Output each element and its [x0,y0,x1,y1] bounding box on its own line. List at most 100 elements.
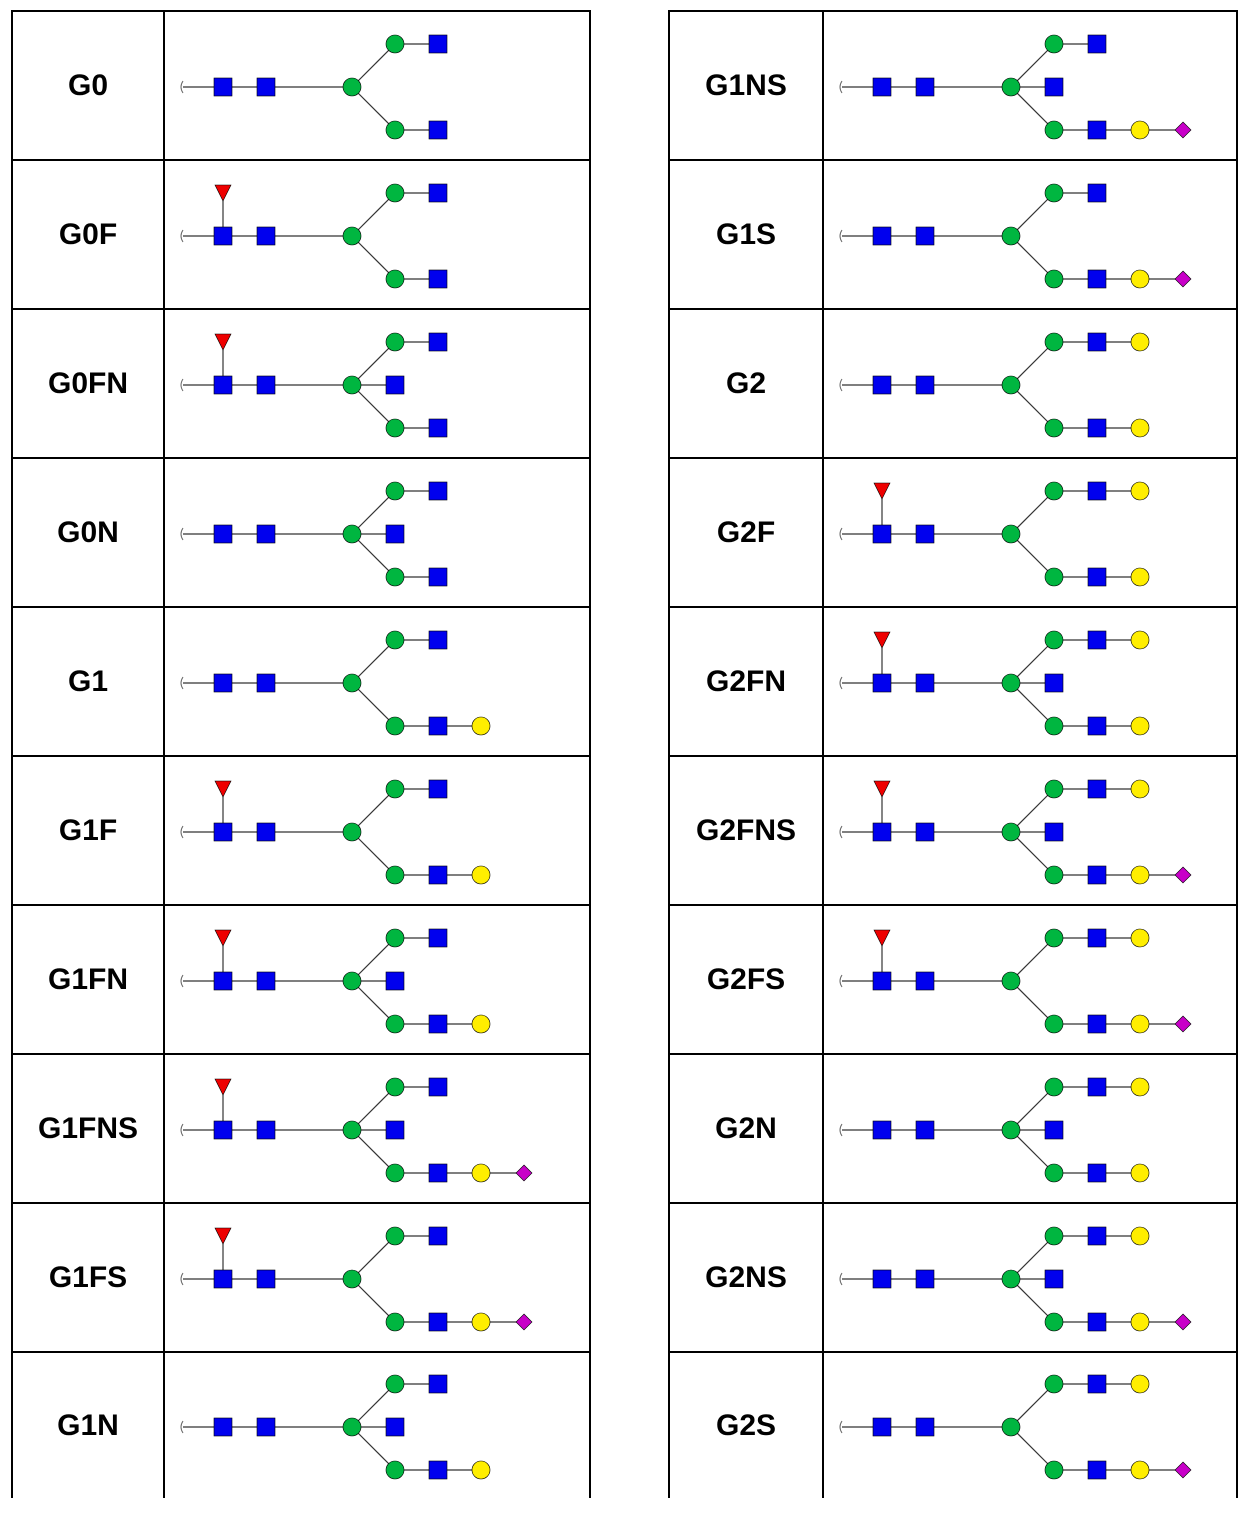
green-circle-icon [1001,1120,1021,1140]
red-triangle-icon [214,780,232,798]
blue-square-icon [872,673,892,693]
green-circle-icon [385,567,405,587]
blue-square-icon [915,1269,935,1289]
glycan-structure [180,481,448,587]
green-circle-icon [1044,34,1064,54]
purple-diamond-icon [1174,1461,1192,1479]
glycan-table-left: G0 G0F G0FN G0N G1 G1F G1FN G1FNS G1FS G1N [11,10,591,1498]
glycan-structure [839,928,1192,1034]
blue-square-icon [428,418,448,438]
glycan-structure [839,332,1150,438]
green-circle-icon [385,1163,405,1183]
glycan-structure-cell [163,159,591,310]
green-circle-icon [1001,822,1021,842]
glycan-structure-cell [163,1351,591,1498]
glycan-row: G0 [11,10,591,161]
glycan-row: G2FN [668,606,1238,757]
reducing-end-icon [839,974,843,988]
blue-square-icon [428,1374,448,1394]
glycan-structure [839,183,1192,289]
glycan-structure-cell [822,606,1238,757]
reducing-end-icon [839,80,843,94]
blue-square-icon [428,269,448,289]
green-circle-icon [385,120,405,140]
green-circle-icon [342,375,362,395]
glycan-row: G2NS [668,1202,1238,1353]
blue-square-icon [428,1014,448,1034]
green-circle-icon [1044,865,1064,885]
glycan-name: G0FN [11,308,165,459]
blue-square-icon [256,226,276,246]
green-circle-icon [1001,77,1021,97]
glycosidic-bond [1010,1278,1055,1323]
blue-square-icon [915,375,935,395]
green-circle-icon [1001,1417,1021,1437]
blue-square-icon [1087,1460,1107,1480]
glycan-name: G1N [11,1351,165,1498]
glycan-table-right: G1NS G1S G2 G2F G2FN G2FNS G2FS G2N G2NS G2S [668,10,1238,1498]
glycosidic-bond [1010,490,1055,535]
yellow-circle-icon [1130,1163,1150,1183]
green-circle-icon [342,673,362,693]
green-circle-icon [385,779,405,799]
glycan-structure-cell [822,457,1238,608]
green-circle-icon [342,971,362,991]
blue-square-icon [213,1120,233,1140]
green-circle-icon [1044,1226,1064,1246]
glycosidic-bond [1010,682,1055,727]
glycosidic-bond [351,1235,396,1280]
blue-square-icon [428,1163,448,1183]
blue-square-icon [256,1269,276,1289]
blue-square-icon [256,673,276,693]
blue-square-icon [428,567,448,587]
glycan-name: G1 [11,606,165,757]
blue-square-icon [428,928,448,948]
green-circle-icon [385,1014,405,1034]
glycan-name: G2S [668,1351,824,1498]
blue-square-icon [385,971,405,991]
yellow-circle-icon [1130,1460,1150,1480]
blue-square-icon [1087,1312,1107,1332]
glycan-name: G2F [668,457,824,608]
glycan-row: G1N [11,1351,591,1498]
blue-square-icon [1087,120,1107,140]
red-triangle-icon [214,1227,232,1245]
reducing-end-icon [839,527,843,541]
green-circle-icon [1044,418,1064,438]
blue-square-icon [1087,1014,1107,1034]
blue-square-icon [428,183,448,203]
glycan-row: G1FNS [11,1053,591,1204]
glycan-structure [180,183,448,289]
yellow-circle-icon [1130,1374,1150,1394]
blue-square-icon [213,971,233,991]
blue-square-icon [213,1269,233,1289]
blue-square-icon [1044,77,1064,97]
blue-square-icon [213,673,233,693]
blue-square-icon [428,1077,448,1097]
red-triangle-icon [873,482,891,500]
green-circle-icon [1044,630,1064,650]
glycosidic-bond [1010,937,1055,982]
glycan-structure-cell [822,755,1238,906]
green-circle-icon [1001,524,1021,544]
blue-square-icon [915,971,935,991]
glycan-structure-cell [822,159,1238,310]
blue-square-icon [872,822,892,842]
green-circle-icon [342,524,362,544]
glycan-row: G2F [668,457,1238,608]
green-circle-icon [1044,183,1064,203]
red-triangle-icon [873,631,891,649]
blue-square-icon [256,524,276,544]
green-circle-icon [1044,1374,1064,1394]
glycan-row: G1FN [11,904,591,1055]
reducing-end-icon [180,378,184,392]
blue-square-icon [1087,1374,1107,1394]
blue-square-icon [872,1120,892,1140]
blue-square-icon [1044,1269,1064,1289]
blue-square-icon [1087,716,1107,736]
glycan-name: G2FS [668,904,824,1055]
glycosidic-bond [1010,86,1055,131]
yellow-circle-icon [471,716,491,736]
reducing-end-icon [180,1420,184,1434]
yellow-circle-icon [471,865,491,885]
